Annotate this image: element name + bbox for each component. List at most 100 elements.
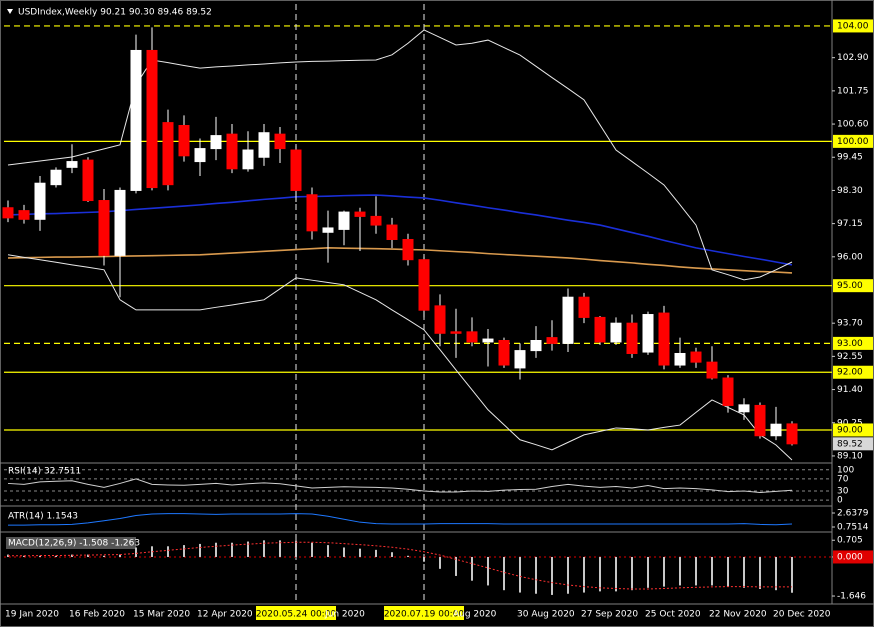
histogram-bar [775,556,777,591]
crosshair-date-bg [384,606,464,620]
y-tick-label: 0.705 [837,536,863,546]
level-label-bg [833,19,873,33]
candle-body [34,182,46,220]
histogram-bar [791,556,793,593]
histogram-bar [375,549,377,557]
candle-body [498,340,510,366]
histogram-bar [55,555,57,557]
candle-body [274,133,286,150]
histogram-bar [263,540,265,557]
level-label: 104.00 [837,21,869,31]
level-label: 95.00 [837,281,863,291]
candle-body [514,350,526,369]
x-tick-label: 15 Mar 2020 [133,610,190,620]
last-price-label: 89.52 [837,439,863,449]
x-tick-label: 12 Apr 2020 [197,610,253,620]
y-tick-label: 90.25 [837,418,863,428]
candle-body [530,340,542,352]
histogram-bar [567,556,569,594]
y-tick-label: 0.000 [837,552,863,562]
histogram-bar [23,555,25,557]
candle-body [226,133,238,170]
histogram-bar [279,540,281,557]
histogram-bar [327,545,329,557]
candle-body [322,227,334,233]
candle-body [562,296,574,344]
panel-title: USDIndex,Weekly 90.21 90.30 89.46 89.52 [18,8,212,18]
histogram-bar [423,556,425,562]
candle-body [690,351,702,363]
y-tick-label: 93.70 [837,319,863,329]
candle-body [786,423,798,445]
candle-body [178,124,190,157]
x-tick-label: Aug 2020 [453,610,497,620]
last-price-bg [833,437,873,451]
candle-body [258,132,270,158]
candle-body [418,259,430,311]
candle-body [66,161,78,168]
y-tick-label: 0.7514 [837,522,869,532]
histogram-bar [183,545,185,557]
candle-body [386,224,398,240]
macd-label-bg [6,537,136,549]
histogram-bar [199,543,201,557]
candle-body [82,159,94,202]
candle-body [706,361,718,379]
y-tick-label: -1.646 [837,592,866,602]
candle-body [450,331,462,334]
histogram-bar [519,556,521,593]
histogram-bar [135,547,137,557]
indicator-line [7,478,793,494]
histogram-bar [551,556,553,595]
x-tick-label: Jun 2020 [324,610,365,620]
indicator-line [7,254,793,461]
candle-body [738,404,750,413]
histogram-bar [231,542,233,557]
candle-body [194,148,206,163]
x-tick-label: 19 Jan 2020 [5,610,59,620]
candle-body [354,211,366,217]
histogram-bar [615,556,617,592]
x-tick-label: 22 Nov 2020 [709,610,767,620]
panel-title: ATR(14) 1.1543 [8,512,78,522]
level-label-bg [833,279,873,293]
candle-body [626,322,638,354]
candle-body [402,238,414,261]
histogram-bar [343,547,345,557]
crosshair-date: 2020.07.19 00:00 [384,610,465,620]
histogram-bar [695,556,697,586]
candle-body [242,149,254,170]
candle-body [482,338,494,343]
histogram-bar [167,546,169,557]
y-tick-label: 70 [837,474,849,484]
level-label-bg [833,336,873,350]
histogram-bar [679,556,681,586]
candle-body [754,404,766,437]
candle-body [642,314,654,353]
panel-title: MACD(12,26,9) -1.508 -1.263 [8,539,140,549]
x-tick-label: 20 Dec 2020 [773,610,831,620]
candle-body [146,49,158,189]
histogram-bar [391,552,393,557]
y-tick-label: 91.40 [837,385,863,395]
histogram-bar [119,554,121,557]
crosshair-date: 2020.05.24 00:00 [256,610,337,620]
histogram-bar [103,555,105,557]
histogram-bar [743,556,745,588]
candle-body [434,305,446,334]
crosshair-date-bg [256,606,336,620]
y-tick-label: 89.10 [837,451,863,461]
indicator-line [8,513,793,526]
tick-label-bg [833,550,873,564]
indicator-line [7,247,793,274]
candle-body [546,337,558,344]
histogram-bar [455,556,457,576]
histogram-bar [711,556,713,586]
candle-body [770,423,782,437]
histogram-bar [215,542,217,557]
x-tick-label: 27 Sep 2020 [581,610,638,620]
level-label: 92.00 [837,368,863,378]
candle-body [594,316,606,343]
panel-title: RSI(14) 32.7511 [8,467,81,477]
